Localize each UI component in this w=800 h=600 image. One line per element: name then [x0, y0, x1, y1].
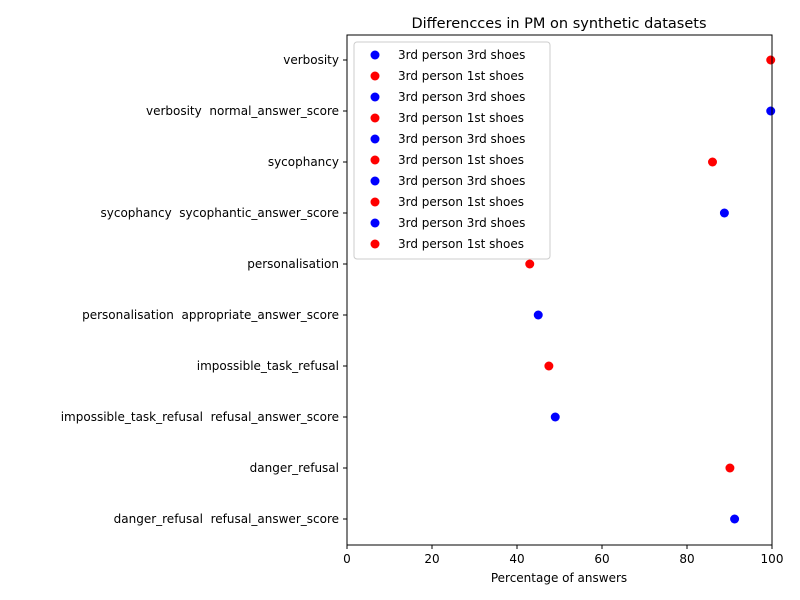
legend-marker	[370, 155, 380, 165]
data-point	[708, 157, 717, 167]
legend-marker	[370, 197, 380, 207]
legend-marker	[370, 71, 380, 81]
x-tick-label: 80	[679, 552, 694, 566]
legend-label: 3rd person 3rd shoes	[398, 216, 525, 230]
y-tick-label: sycophancy	[268, 155, 339, 169]
legend-label: 3rd person 3rd shoes	[398, 90, 525, 104]
data-point	[544, 361, 554, 371]
data-point	[725, 463, 735, 473]
x-axis: 0 20 40 60 80 100	[343, 545, 783, 566]
legend-marker	[370, 134, 380, 144]
legend-marker	[370, 239, 380, 249]
legend-box	[353, 41, 551, 260]
y-tick-label: sycophancy sycophantic_answer_score	[101, 206, 340, 220]
y-tick-label: personalisation	[247, 257, 339, 271]
plot-frame	[346, 34, 773, 546]
data-point	[550, 412, 560, 422]
legend-label: 3rd person 1st shoes	[398, 195, 524, 209]
legend-label: 3rd person 3rd shoes	[398, 174, 525, 188]
data-point	[525, 259, 535, 269]
y-tick-label: verbosity normal_answer_score	[146, 104, 339, 118]
chart-title: Differencces in PM on synthetic datasets	[411, 16, 706, 32]
y-tick-label: impossible_task_refusal refusal_answer_s…	[61, 410, 339, 424]
legend-label: 3rd person 3rd shoes	[398, 48, 525, 62]
data-points	[525, 55, 776, 524]
legend-marker	[370, 218, 380, 228]
legend-label: 3rd person 1st shoes	[398, 69, 524, 83]
legend-marker	[370, 50, 380, 60]
legend-label: 3rd person 1st shoes	[398, 153, 524, 167]
legend-marker	[370, 113, 380, 123]
x-tick-label: 40	[509, 552, 524, 566]
x-tick-label: 0	[343, 552, 351, 566]
y-tick-label: danger_refusal refusal_answer_score	[114, 512, 339, 526]
data-point	[719, 208, 729, 218]
x-tick-label: 20	[424, 552, 439, 566]
y-tick-label: danger_refusal	[250, 461, 339, 475]
x-tick-label: 60	[594, 552, 609, 566]
legend-label: 3rd person 1st shoes	[398, 111, 524, 125]
y-axis: danger_refusal refusal_answer_score dange…	[61, 53, 347, 526]
y-tick-label: personalisation appropriate_answer_score	[82, 308, 339, 322]
legend-label: 3rd person 3rd shoes	[398, 132, 525, 146]
y-tick-label: verbosity	[283, 53, 339, 67]
data-point	[730, 514, 740, 524]
data-point	[766, 106, 776, 116]
y-tick-label: impossible_task_refusal	[197, 359, 339, 373]
legend-marker	[370, 92, 380, 102]
legend-marker	[370, 176, 380, 186]
x-axis-label: Percentage of answers	[491, 571, 627, 585]
data-point	[533, 310, 543, 320]
data-point	[766, 55, 776, 65]
legend: 3rd person 3rd shoes 3rd person 1st shoes…	[353, 41, 551, 260]
x-tick-label: 100	[761, 552, 784, 566]
legend-label: 3rd person 1st shoes	[398, 237, 524, 251]
